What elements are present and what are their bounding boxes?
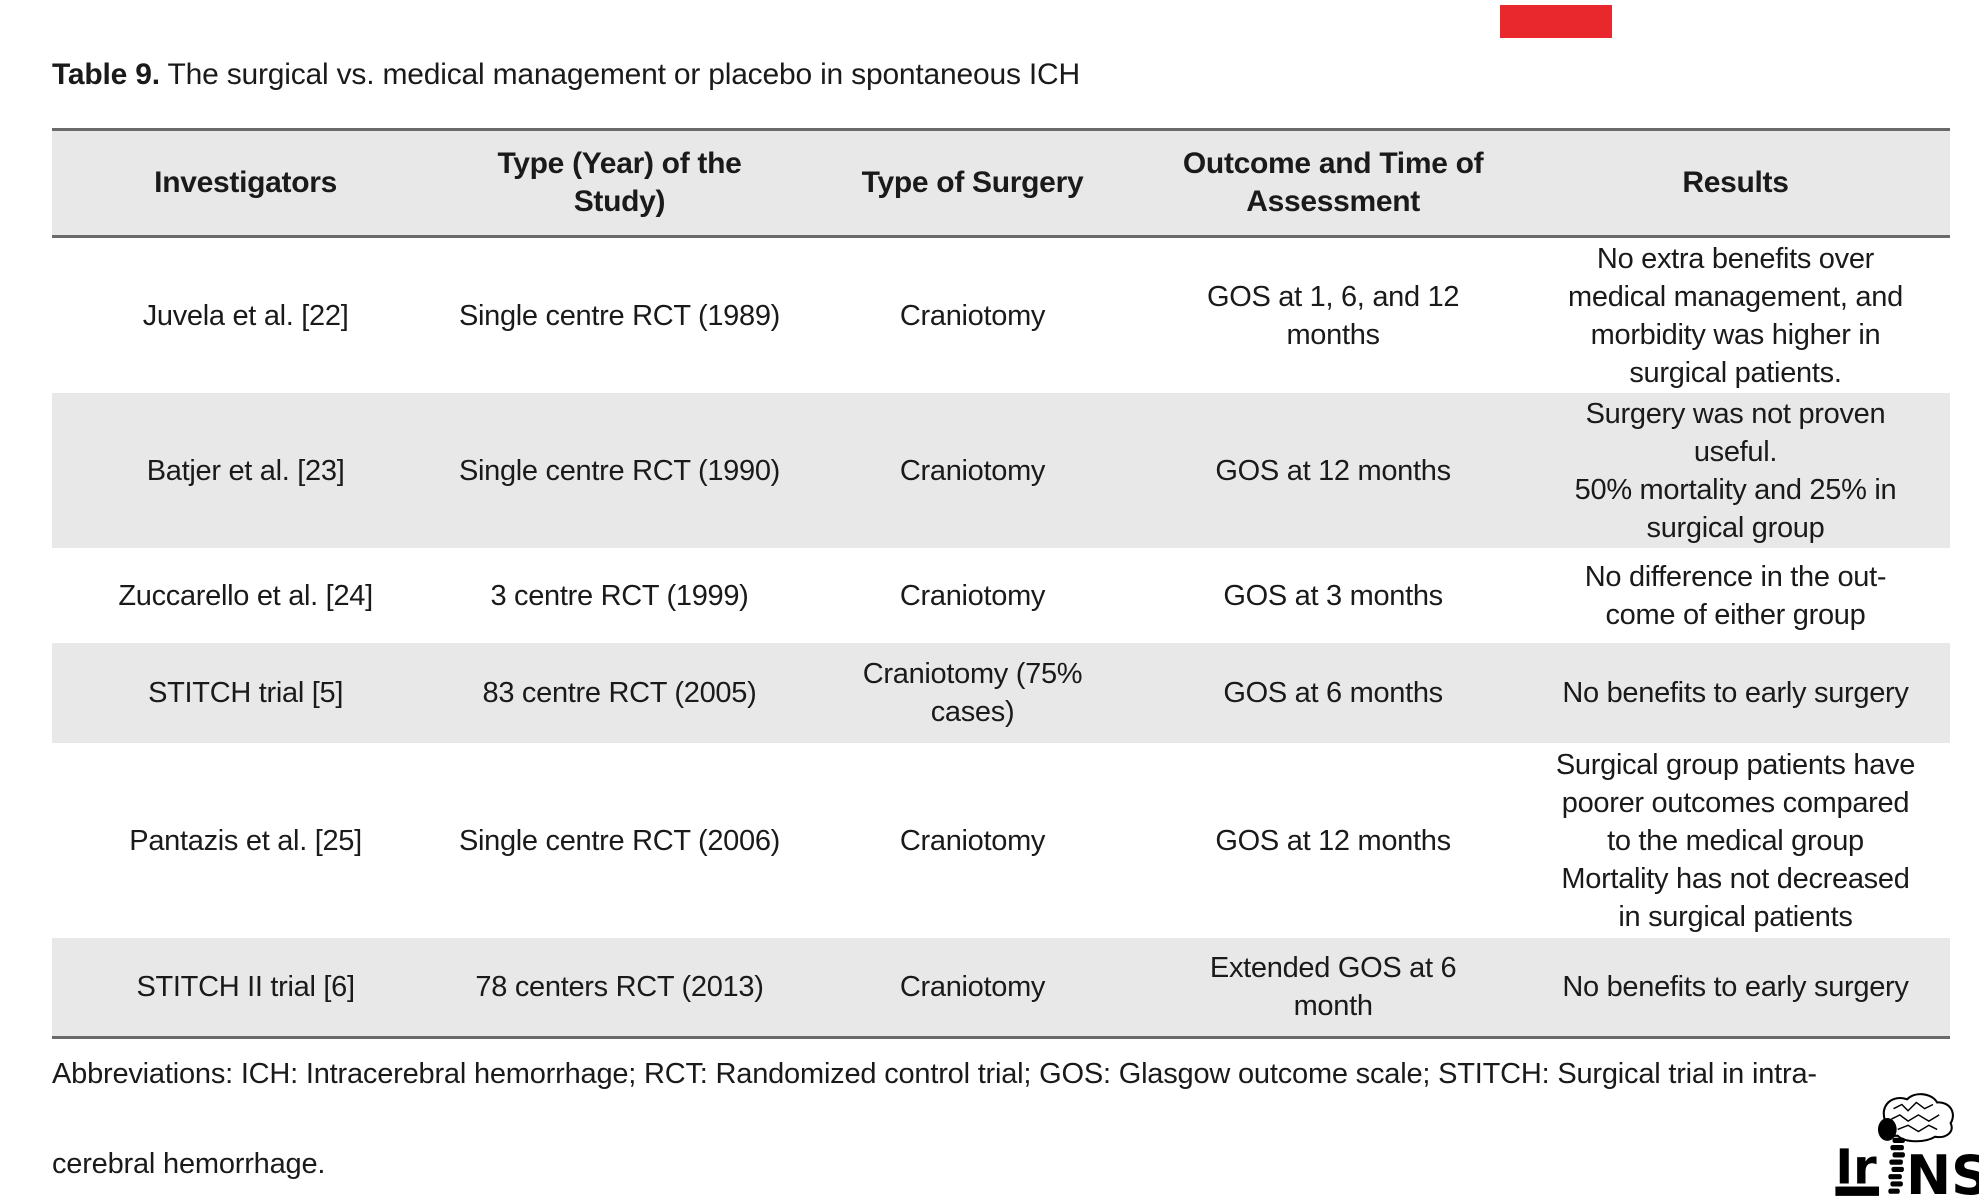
table-row: Pantazis et al. [25] Single centre RCT (…	[52, 743, 1950, 938]
cell-type-of-surgery: Craniotomy	[899, 454, 1046, 487]
column-header-type-year: Type (Year) of the Study)	[497, 147, 742, 218]
cell-type-year: 83 centre RCT (2005)	[482, 677, 757, 709]
cell-type-year: Single centre RCT (2006)	[458, 824, 781, 857]
red-marker-bar	[1500, 5, 1612, 38]
table-caption: Table 9. The surgical vs. medical manage…	[52, 57, 1752, 93]
cell-outcome: GOS at 12 months	[1215, 824, 1451, 857]
cell-type-year: 78 centers RCT (2013)	[475, 971, 764, 1003]
table-row: Juvela et al. [22] Single centre RCT (19…	[52, 238, 1950, 393]
cell-investigators: STITCH II trial [6]	[136, 971, 355, 1003]
cell-investigators: Juvela et al. [22]	[142, 299, 349, 332]
column-header-type-of-surgery: Type of Surgery	[861, 166, 1084, 199]
cell-type-of-surgery: Craniotomy (75% cases)	[862, 658, 1083, 728]
spine-icon	[1888, 1137, 1905, 1194]
cell-type-of-surgery: Craniotomy	[899, 971, 1046, 1003]
cell-results: No difference in the out- come of either…	[1584, 560, 1887, 631]
cell-type-of-surgery: Craniotomy	[899, 824, 1046, 857]
cell-results: No benefits to early surgery	[1562, 677, 1909, 709]
cell-outcome: GOS at 6 months	[1223, 677, 1443, 709]
cell-results: No benefits to early surgery	[1562, 971, 1909, 1003]
column-header-investigators: Investigators	[154, 166, 337, 199]
abbreviations-line-1: Abbreviations: ICH: Intracerebral hemorr…	[52, 1058, 1817, 1090]
brain-icon	[1877, 1093, 1954, 1143]
cell-type-of-surgery: Craniotomy	[899, 299, 1046, 332]
cell-results: Surgery was not proven useful. 50% morta…	[1574, 397, 1897, 544]
journal-logo: Ir NS	[1835, 1093, 1979, 1199]
cell-investigators: Pantazis et al. [25]	[129, 824, 362, 857]
column-header-outcome: Outcome and Time of Assessment	[1182, 147, 1484, 218]
cell-investigators: Zuccarello et al. [24]	[118, 579, 373, 612]
table-caption-text: The surgical vs. medical management or p…	[159, 58, 1080, 91]
cell-outcome: Extended GOS at 6 month	[1209, 952, 1457, 1022]
abbreviations-line-2: cerebral hemorrhage.	[52, 1148, 326, 1180]
study-table: Investigators Type (Year) of the Study) …	[52, 128, 1950, 1039]
logo-letters-left: Ir	[1835, 1140, 1877, 1195]
table-header-row: Investigators Type (Year) of the Study) …	[52, 131, 1950, 238]
logo-baseline-bar	[1835, 1186, 1880, 1196]
cell-type-year: Single centre RCT (1989)	[458, 299, 781, 332]
cell-outcome: GOS at 12 months	[1215, 454, 1451, 487]
cell-type-of-surgery: Craniotomy	[899, 579, 1046, 612]
table-row: Zuccarello et al. [24] 3 centre RCT (199…	[52, 548, 1950, 643]
column-header-results: Results	[1682, 166, 1789, 199]
cell-type-year: 3 centre RCT (1999)	[490, 579, 749, 612]
table-caption-label: Table 9.	[52, 58, 160, 91]
table-row: Batjer et al. [23] Single centre RCT (19…	[52, 393, 1950, 548]
cell-results: No extra benefits over medical managemen…	[1568, 242, 1903, 389]
cell-outcome: GOS at 3 months	[1223, 579, 1443, 612]
cell-investigators: Batjer et al. [23]	[146, 454, 345, 487]
cell-investigators: STITCH trial [5]	[148, 677, 344, 709]
cell-results: Surgical group patients have poorer outc…	[1555, 748, 1916, 933]
cell-outcome: GOS at 1, 6, and 12 months	[1206, 280, 1460, 351]
table-row: STITCH trial [5] 83 centre RCT (2005) Cr…	[52, 643, 1950, 743]
table-row: STITCH II trial [6] 78 centers RCT (2013…	[52, 938, 1950, 1036]
logo-letters-right: NS	[1906, 1144, 1979, 1199]
cell-type-year: Single centre RCT (1990)	[458, 454, 781, 487]
